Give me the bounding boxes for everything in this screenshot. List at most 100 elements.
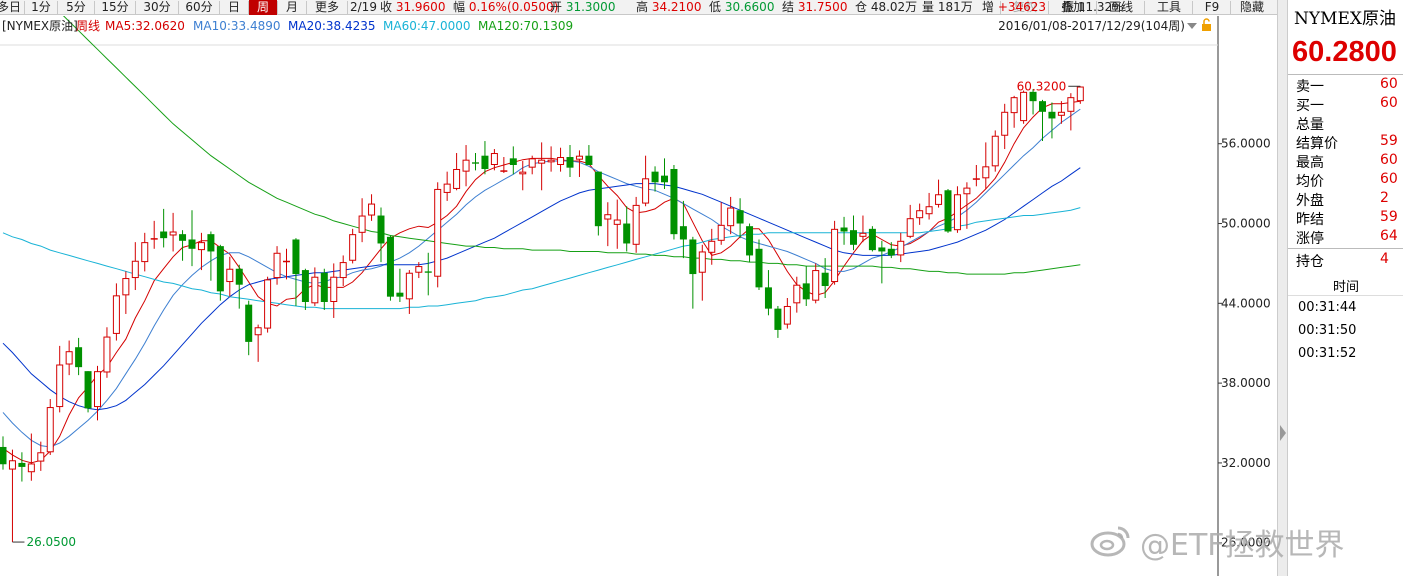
- candle-body[interactable]: [160, 231, 168, 239]
- candle-body[interactable]: [944, 190, 952, 232]
- candle-body[interactable]: [859, 232, 867, 237]
- candle-body[interactable]: [377, 215, 385, 244]
- candle-body[interactable]: [651, 171, 659, 183]
- candle-body[interactable]: [415, 266, 423, 273]
- candle-body[interactable]: [27, 463, 35, 473]
- candle-body[interactable]: [963, 187, 971, 195]
- candle-body[interactable]: [358, 215, 366, 233]
- period-button-5[interactable]: 60分: [185, 0, 213, 14]
- candle-body[interactable]: [75, 347, 83, 368]
- candle-body[interactable]: [169, 231, 177, 236]
- candle-body[interactable]: [509, 158, 517, 165]
- candle-body[interactable]: [878, 247, 886, 252]
- candle-body[interactable]: [112, 295, 120, 334]
- candle-body[interactable]: [273, 252, 281, 279]
- candle-body[interactable]: [0, 446, 7, 465]
- candlestick-chart[interactable]: 56.0000 50.0000 44.0000 38.0000 32.0000 26.00…: [0, 0, 1277, 576]
- candle-body[interactable]: [396, 292, 404, 297]
- candle-body[interactable]: [56, 364, 64, 408]
- candle-body[interactable]: [292, 239, 300, 275]
- candle-body[interactable]: [802, 283, 810, 300]
- candle-body[interactable]: [84, 371, 92, 409]
- candle-body[interactable]: [368, 203, 376, 216]
- candle-body[interactable]: [330, 276, 338, 302]
- candle-body[interactable]: [897, 240, 905, 256]
- candle-body[interactable]: [736, 210, 744, 224]
- period-button-8[interactable]: 月: [285, 0, 298, 14]
- toolbar-button-2[interactable]: 画线: [1108, 0, 1133, 14]
- period-button-0[interactable]: 多日: [0, 0, 21, 14]
- collapse-arrow-icon[interactable]: [1280, 425, 1286, 441]
- candle-body[interactable]: [254, 327, 262, 336]
- candle-body[interactable]: [37, 452, 45, 462]
- candle-body[interactable]: [670, 168, 678, 235]
- candle-body[interactable]: [481, 155, 489, 169]
- candle-body[interactable]: [642, 178, 650, 204]
- candle-body[interactable]: [708, 240, 716, 253]
- period-button-4[interactable]: 30分: [143, 0, 171, 14]
- dropdown-arrow-icon[interactable]: [1187, 23, 1197, 29]
- candle-body[interactable]: [434, 188, 442, 277]
- candle-body[interactable]: [462, 159, 470, 172]
- candle-body[interactable]: [311, 276, 319, 304]
- candle-body[interactable]: [774, 308, 782, 330]
- candle-body[interactable]: [632, 204, 640, 245]
- candle-body[interactable]: [500, 170, 508, 172]
- candle-body[interactable]: [925, 206, 933, 215]
- candle-body[interactable]: [887, 248, 895, 256]
- toolbar-button-5[interactable]: 隐藏: [1239, 0, 1264, 14]
- candle-body[interactable]: [585, 155, 593, 165]
- period-button-2[interactable]: 5分: [66, 0, 86, 14]
- candle-body[interactable]: [519, 171, 527, 175]
- candle-body[interactable]: [623, 223, 631, 244]
- candle-body[interactable]: [916, 210, 924, 219]
- candle-body[interactable]: [386, 236, 394, 297]
- candle-body[interactable]: [103, 336, 111, 373]
- period-button-3[interactable]: 15分: [101, 0, 129, 14]
- candle-body[interactable]: [339, 262, 347, 279]
- chart-area[interactable]: 56.0000 50.0000 44.0000 38.0000 32.0000 26.00…: [0, 0, 1277, 576]
- period-button-1[interactable]: 1分: [31, 0, 51, 14]
- candle-body[interactable]: [453, 168, 461, 189]
- candle-body[interactable]: [8, 460, 16, 470]
- candle-body[interactable]: [698, 251, 706, 273]
- candle-body[interactable]: [755, 248, 763, 288]
- toolbar-button-3[interactable]: 工具: [1156, 0, 1181, 14]
- candle-body[interactable]: [122, 278, 130, 296]
- candle-body[interactable]: [689, 239, 697, 275]
- candle-body[interactable]: [1039, 101, 1046, 112]
- candle-body[interactable]: [1067, 97, 1075, 112]
- candle-body[interactable]: [566, 157, 574, 168]
- candle-body[interactable]: [594, 171, 602, 227]
- candle-body[interactable]: [793, 284, 801, 304]
- lock-icon[interactable]: [1202, 18, 1211, 31]
- candle-body[interactable]: [783, 305, 791, 325]
- candle-body[interactable]: [301, 270, 309, 302]
- candle-body[interactable]: [490, 153, 498, 165]
- candle-body[interactable]: [1029, 91, 1037, 102]
- candle-body[interactable]: [216, 246, 224, 292]
- candle-body[interactable]: [443, 183, 451, 193]
- candle-body[interactable]: [150, 238, 158, 240]
- toolbar-button-4[interactable]: F9: [1204, 0, 1220, 14]
- candle-body[interactable]: [349, 234, 357, 261]
- candle-body[interactable]: [207, 234, 215, 252]
- candle-body[interactable]: [46, 407, 54, 453]
- candle-body[interactable]: [727, 207, 735, 227]
- candle-body[interactable]: [141, 242, 149, 263]
- candle-body[interactable]: [528, 158, 536, 168]
- candle-body[interactable]: [18, 462, 26, 467]
- candle-body[interactable]: [1001, 111, 1009, 136]
- candle-body[interactable]: [65, 351, 73, 365]
- candle-body[interactable]: [953, 194, 961, 231]
- candle-body[interactable]: [538, 159, 546, 164]
- candle-body[interactable]: [283, 260, 290, 263]
- candle-body[interactable]: [575, 155, 583, 160]
- toolbar-button-1[interactable]: 叠加: [1060, 0, 1085, 14]
- candle-body[interactable]: [831, 228, 839, 283]
- candle-body[interactable]: [557, 157, 565, 166]
- candle-body[interactable]: [197, 242, 205, 251]
- candle-body[interactable]: [1076, 86, 1084, 102]
- candle-body[interactable]: [547, 159, 555, 163]
- candle-body[interactable]: [840, 227, 848, 232]
